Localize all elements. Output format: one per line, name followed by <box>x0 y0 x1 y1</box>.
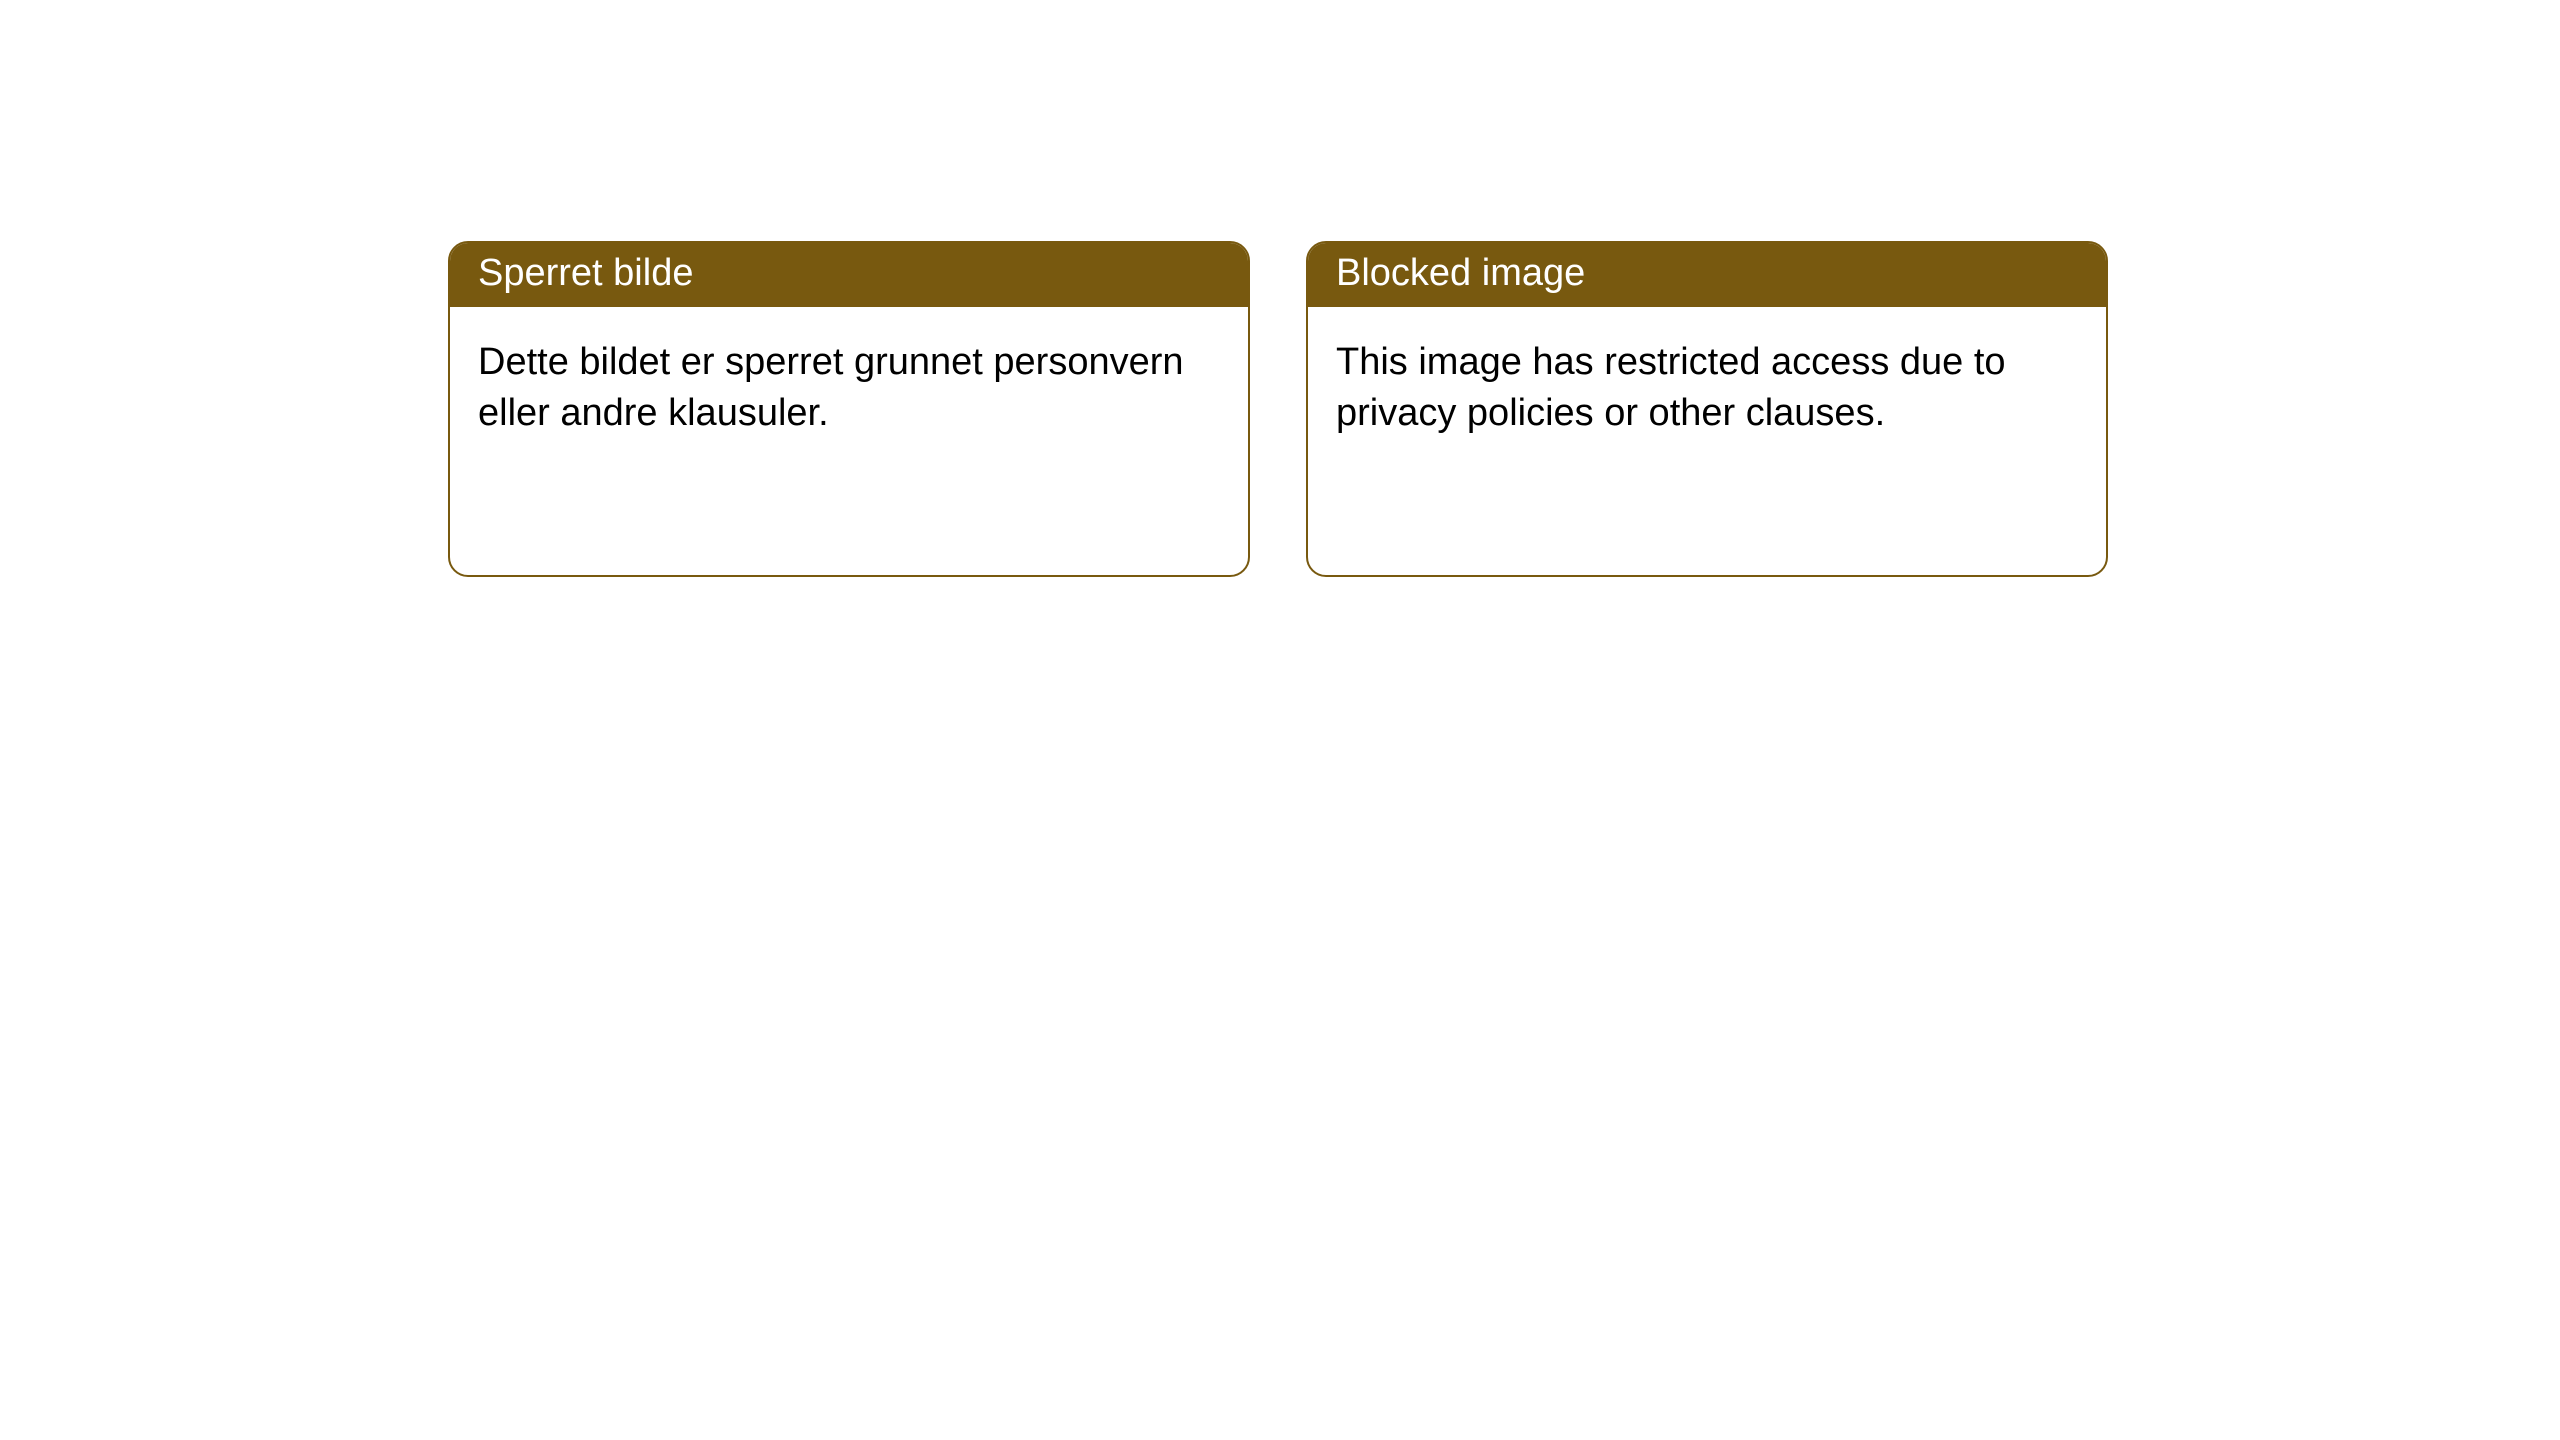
card-title: Sperret bilde <box>478 252 693 294</box>
card-body-norwegian: Dette bildet er sperret grunnet personve… <box>450 307 1248 470</box>
card-title: Blocked image <box>1336 252 1585 294</box>
card-body-text: Dette bildet er sperret grunnet personve… <box>478 341 1184 434</box>
card-body-english: This image has restricted access due to … <box>1308 307 2106 470</box>
blocked-image-notices: Sperret bilde Dette bildet er sperret gr… <box>0 0 2560 577</box>
card-norwegian: Sperret bilde Dette bildet er sperret gr… <box>448 241 1250 577</box>
card-header-english: Blocked image <box>1308 243 2106 307</box>
card-english: Blocked image This image has restricted … <box>1306 241 2108 577</box>
card-header-norwegian: Sperret bilde <box>450 243 1248 307</box>
card-body-text: This image has restricted access due to … <box>1336 341 2006 434</box>
